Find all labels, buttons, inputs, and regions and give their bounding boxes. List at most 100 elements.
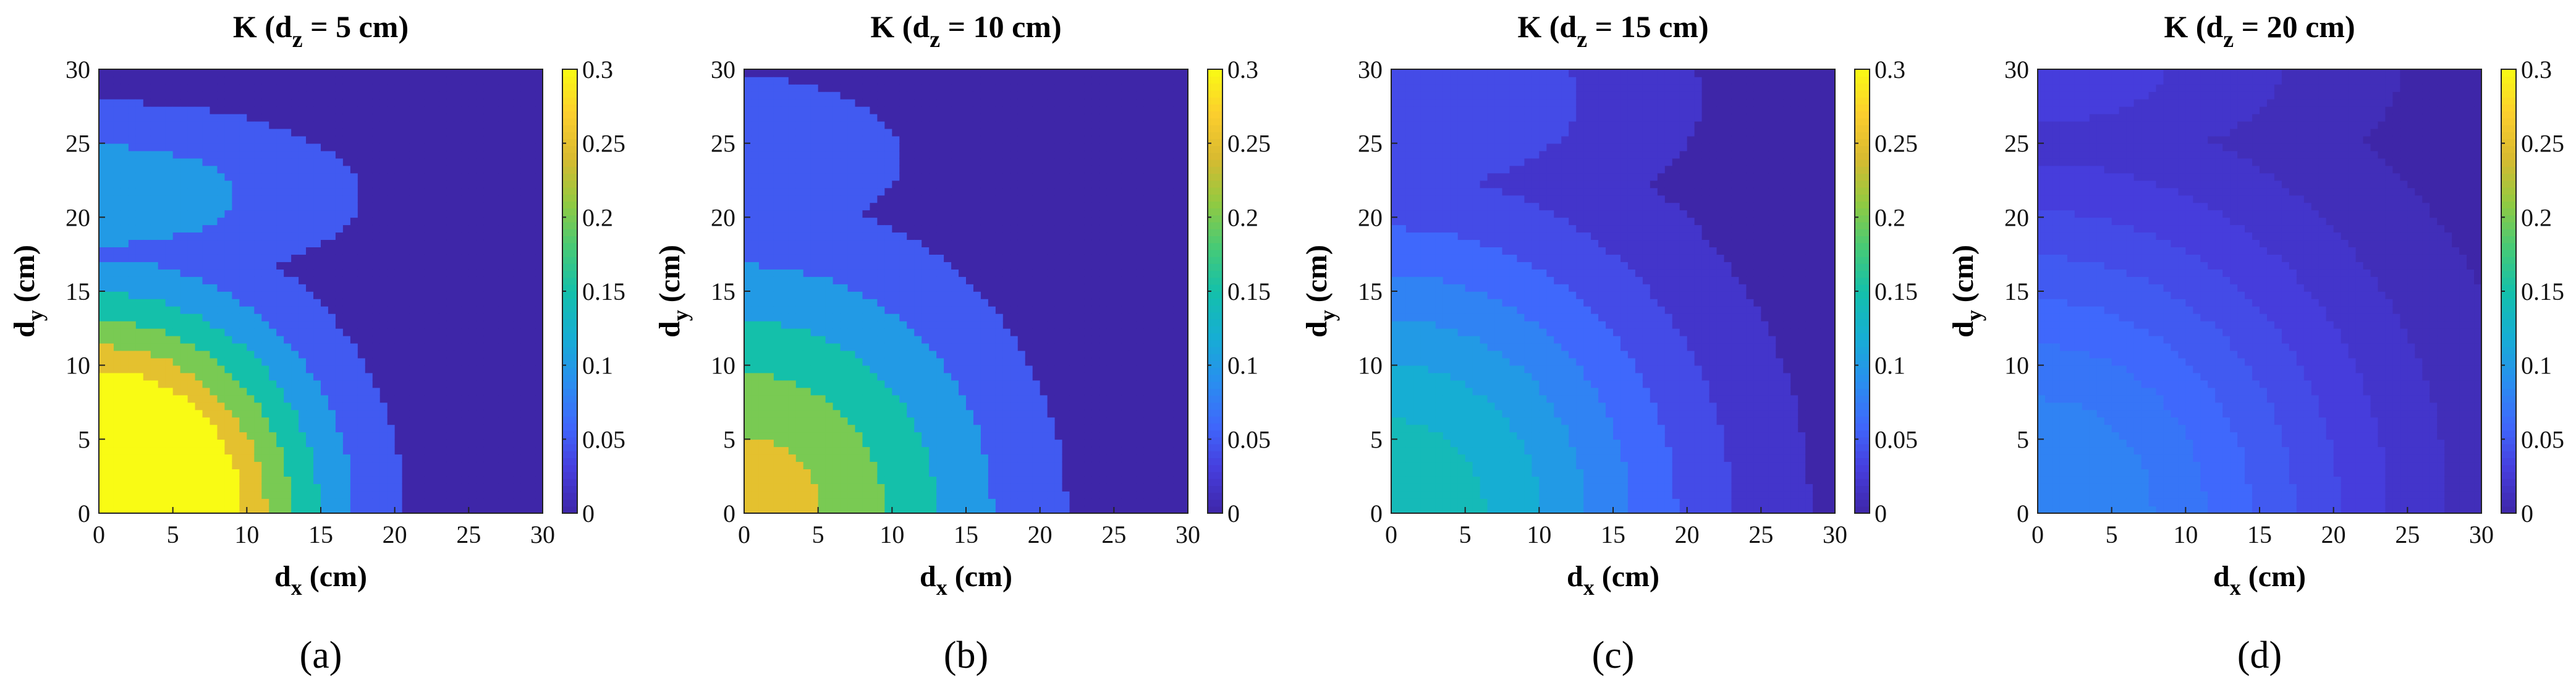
contour-cell xyxy=(203,247,211,255)
contour-cell xyxy=(855,202,863,210)
contour-cell xyxy=(336,388,344,396)
contour-cell xyxy=(321,284,329,292)
contour-cell xyxy=(744,313,752,322)
contour-cell xyxy=(388,84,396,92)
contour-cell xyxy=(321,506,329,514)
contour-cell xyxy=(129,343,137,351)
contour-cell xyxy=(254,151,262,159)
contour-cell xyxy=(498,106,506,114)
colorbar-step xyxy=(562,208,577,215)
contour-cell xyxy=(848,173,856,181)
contour-cell xyxy=(862,395,870,403)
contour-cell xyxy=(461,269,469,277)
contour-cell xyxy=(321,424,329,432)
contour-cell xyxy=(358,343,366,351)
contour-cell xyxy=(744,254,752,262)
contour-cell xyxy=(106,121,114,129)
contour-cell xyxy=(432,136,440,144)
contour-cell xyxy=(365,217,373,225)
contour-cell xyxy=(247,247,255,255)
contour-cell xyxy=(313,373,321,381)
contour-cell xyxy=(461,173,469,181)
contour-cell xyxy=(284,351,292,359)
contour-cell xyxy=(476,313,484,322)
contour-cell xyxy=(395,106,403,114)
contour-cell xyxy=(796,380,804,388)
contour-cell xyxy=(299,217,307,225)
contour-cell xyxy=(129,291,137,299)
contour-cell xyxy=(232,469,240,477)
colorbar-step xyxy=(562,416,577,424)
contour-cell xyxy=(520,417,528,425)
contour-cell xyxy=(114,402,122,411)
contour-cell xyxy=(224,321,232,329)
contour-cell xyxy=(195,424,203,432)
contour-cell xyxy=(841,469,849,477)
contour-cell xyxy=(766,417,774,425)
contour-cell xyxy=(848,424,856,432)
contour-cell xyxy=(789,373,797,381)
contour-cell xyxy=(461,498,469,506)
contour-cell xyxy=(313,187,321,195)
contour-cell xyxy=(410,69,418,77)
contour-cell xyxy=(759,454,767,462)
contour-cell xyxy=(468,262,477,270)
contour-cell xyxy=(818,106,826,114)
contour-cell xyxy=(535,491,543,499)
contour-cell xyxy=(395,365,403,373)
contour-cell xyxy=(158,328,166,336)
contour-cell xyxy=(373,262,381,270)
contour-cell xyxy=(796,284,804,292)
contour-cell xyxy=(461,321,469,329)
contour-cell xyxy=(380,476,388,484)
contour-cell xyxy=(402,158,410,166)
contour-cell xyxy=(454,114,462,122)
contour-cell xyxy=(254,417,262,425)
contour-cell xyxy=(313,439,321,447)
contour-cell xyxy=(388,439,396,447)
contour-cell xyxy=(151,254,159,262)
contour-cell xyxy=(425,121,433,129)
contour-cell xyxy=(321,439,329,447)
contour-cell xyxy=(321,232,329,240)
contour-cell xyxy=(774,269,782,277)
contour-cell xyxy=(284,114,292,122)
contour-cell xyxy=(461,432,469,440)
contour-cell xyxy=(766,202,774,210)
contour-cell xyxy=(811,351,819,359)
contour-cell xyxy=(254,173,262,181)
contour-cell xyxy=(114,424,122,432)
contour-cell xyxy=(373,358,381,366)
contour-cell xyxy=(321,321,329,329)
contour-cell xyxy=(380,351,388,359)
contour-cell xyxy=(321,69,329,77)
contour-cell xyxy=(195,483,203,492)
contour-cell xyxy=(261,151,269,159)
contour-cell xyxy=(803,358,811,366)
contour-cell xyxy=(173,328,181,336)
contour-cell xyxy=(461,232,469,240)
contour-cell xyxy=(195,358,203,366)
contour-cell xyxy=(217,328,225,336)
contour-cell xyxy=(129,247,137,255)
contour-cell xyxy=(136,395,144,403)
contour-cell xyxy=(365,99,373,107)
contour-cell xyxy=(276,276,284,284)
contour-cell xyxy=(432,269,440,277)
contour-cell xyxy=(796,483,804,492)
contour-cell xyxy=(284,202,292,210)
contour-cell xyxy=(336,454,344,462)
contour-cell xyxy=(114,291,122,299)
contour-cell xyxy=(224,299,232,307)
contour-cell xyxy=(239,388,247,396)
contour-cell xyxy=(151,195,159,203)
contour-cell xyxy=(789,299,797,307)
contour-cell xyxy=(136,461,144,469)
contour-cell xyxy=(841,262,849,270)
contour-cell xyxy=(380,262,388,270)
contour-cell xyxy=(373,114,381,122)
contour-cell xyxy=(789,262,797,270)
contour-cell xyxy=(744,151,752,159)
contour-cell xyxy=(224,343,232,351)
contour-cell xyxy=(313,454,321,462)
